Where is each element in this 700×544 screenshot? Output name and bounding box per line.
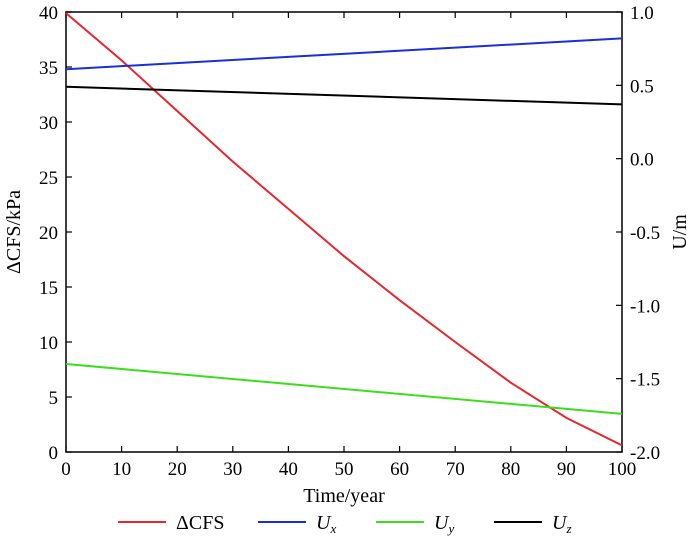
series-line-uz <box>65 85 623 106</box>
y-left-tick-label: 15 <box>39 278 58 299</box>
y-axis-right-label: U/m <box>669 214 691 250</box>
y-left-tick-label: 40 <box>39 3 58 24</box>
x-tick-label: 60 <box>390 459 409 480</box>
y-right-tick-label: -1.5 <box>630 370 660 391</box>
series-line-cfs <box>65 12 623 447</box>
series-line-ux <box>65 37 623 71</box>
y-right-tick-label: 0.5 <box>630 76 654 97</box>
x-tick-label: 80 <box>501 459 520 480</box>
legend: ΔCFS Ux Uy Uz <box>118 512 572 536</box>
y-left-tick-label: 5 <box>49 388 59 409</box>
x-tick-label: 40 <box>279 459 298 480</box>
legend-label-cfs: ΔCFS <box>176 512 224 534</box>
x-tick-label: 50 <box>335 459 354 480</box>
y-left-tick-label: 0 <box>49 443 59 464</box>
series-lines <box>65 12 623 447</box>
x-tick-label: 70 <box>446 459 465 480</box>
plot-area-frame <box>65 11 623 453</box>
y-left-tick-label: 30 <box>39 113 58 134</box>
y-left-tick-label: 10 <box>39 333 58 354</box>
x-tick-label: 100 <box>608 459 637 480</box>
x-tick-label: 90 <box>557 459 576 480</box>
x-tick-label: 0 <box>61 459 71 480</box>
y-left-tick-label: 35 <box>39 58 58 79</box>
y-right-tick-label: -0.5 <box>630 223 660 244</box>
legend-label-ux: Ux <box>316 512 336 536</box>
x-tick-label: 30 <box>223 459 242 480</box>
y-axis-left-label: ΔCFS/kPa <box>3 190 25 274</box>
y-left-tick-label: 25 <box>39 168 58 189</box>
x-tick-label: 20 <box>168 459 187 480</box>
legend-label-uy: Uy <box>434 512 454 536</box>
y-right-tick-label: -1.0 <box>630 296 660 317</box>
y-right-tick-label: -2.0 <box>630 443 660 464</box>
axis-ticks: 0 10 20 30 40 50 60 70 80 90 100 0 5 10 15 20 25 30 35 40 -2… <box>39 3 660 480</box>
series-line-uy <box>65 363 623 415</box>
y-left-tick-label: 20 <box>39 223 58 244</box>
y-right-tick-label: 1.0 <box>630 3 654 24</box>
x-axis-label: Time/year <box>303 485 385 507</box>
y-right-tick-label: 0.0 <box>630 150 654 171</box>
x-tick-label: 10 <box>112 459 131 480</box>
legend-label-uz: Uz <box>552 512 572 536</box>
